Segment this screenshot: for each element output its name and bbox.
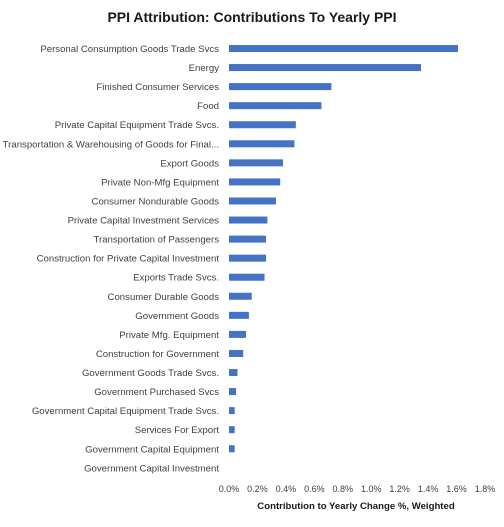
- bar: [229, 349, 244, 357]
- category-label: Energy: [189, 63, 220, 74]
- category-label: Transportation of Passengers: [94, 235, 220, 246]
- x-tick-label: 0.0%: [219, 484, 240, 494]
- category-label: Construction for Government: [96, 349, 220, 360]
- category-label: Government Goods: [135, 311, 219, 322]
- bar: [229, 292, 252, 300]
- category-label: Services For Export: [135, 425, 220, 436]
- category-label: Finished Consumer Services: [96, 82, 219, 93]
- x-tick-label: 1.6%: [446, 484, 467, 494]
- bar: [229, 369, 238, 377]
- category-label: Government Capital Equipment Trade Svcs.: [32, 406, 219, 417]
- x-tick-label: 1.0%: [361, 484, 382, 494]
- x-tick-label: 1.4%: [418, 484, 439, 494]
- bar: [229, 388, 237, 396]
- x-tick-label: 0.6%: [304, 484, 325, 494]
- x-axis-title: Contribution to Yearly Change %, Weighte…: [257, 501, 455, 512]
- bar: [229, 121, 296, 129]
- bar: [229, 216, 268, 224]
- category-label: Government Purchased Svcs: [94, 387, 219, 398]
- bar: [229, 45, 458, 52]
- category-label: Private Non-Mfg Equipment: [101, 177, 219, 188]
- bar: [229, 178, 281, 186]
- category-label: Private Capital Equipment Trade Svcs.: [55, 120, 219, 131]
- bar: [229, 64, 421, 72]
- chart-title: PPI Attribution: Contributions To Yearly…: [107, 9, 396, 25]
- category-label: Export Goods: [160, 158, 219, 169]
- bar: [229, 83, 332, 91]
- category-label: Government Capital Investment: [84, 463, 219, 474]
- x-tick-labels-group: 0.0% 0.2% 0.4% 0.6% 0.8% 1.0% 1.2% 1.4% 1.6% 1.8%: [219, 484, 496, 494]
- bar: [229, 254, 266, 262]
- category-label: Government Goods Trade Svcs.: [82, 368, 219, 379]
- category-labels-group: Personal Consumption Goods Trade Svcs Ene…: [3, 44, 220, 474]
- x-tick-label: 1.2%: [389, 484, 410, 494]
- bar: [229, 426, 235, 434]
- bar: [229, 330, 247, 338]
- category-label: Private Mfg. Equipment: [119, 330, 219, 341]
- bar: [229, 273, 265, 281]
- x-tick-label: 0.4%: [276, 484, 297, 494]
- bar: [229, 445, 235, 453]
- category-label: Food: [197, 101, 219, 112]
- category-label: Personal Consumption Goods Trade Svcs: [40, 44, 219, 55]
- category-label: Private Capital Investment Services: [68, 216, 220, 227]
- bar: [229, 102, 322, 110]
- x-tick-label: 1.8%: [475, 484, 496, 494]
- bar: [229, 235, 266, 243]
- category-label: Transportation & Warehousing of Goods fo…: [3, 139, 219, 150]
- bar: [229, 311, 249, 319]
- bar: [229, 140, 295, 148]
- bar: [229, 197, 276, 205]
- category-label: Government Capital Equipment: [85, 444, 219, 455]
- category-label: Consumer Durable Goods: [108, 292, 220, 303]
- category-label: Exports Trade Svcs.: [133, 273, 219, 284]
- x-tick-label: 0.2%: [247, 484, 268, 494]
- category-label: Construction for Private Capital Investm…: [37, 254, 220, 265]
- bar: [229, 159, 284, 167]
- x-tick-label: 0.8%: [333, 484, 354, 494]
- category-label: Consumer Nondurable Goods: [92, 196, 220, 207]
- bars-group: [229, 45, 458, 453]
- bar: [229, 407, 235, 415]
